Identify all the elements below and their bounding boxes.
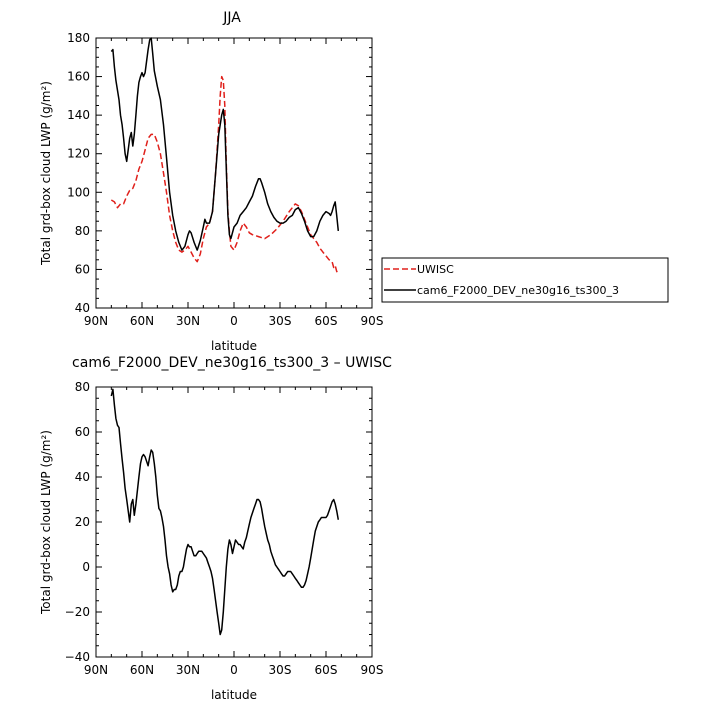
x-tick-label: 30S xyxy=(269,314,292,328)
y-tick-label: 80 xyxy=(75,224,90,238)
x-tick-label: 60S xyxy=(315,314,338,328)
top-series xyxy=(110,37,340,274)
x-tick-label: 30N xyxy=(176,663,200,677)
bottom-series xyxy=(110,388,340,636)
x-tick-label: 90S xyxy=(361,663,384,677)
y-tick-label: 60 xyxy=(75,262,90,276)
panel-bottom: cam6_F2000_DEV_ne30g16_ts300_3 – UWISC −… xyxy=(39,355,392,702)
bottom-y-axis-label: Total grd-box cloud LWP (g/m²) xyxy=(39,430,53,615)
legend-label-uwisc: UWISC xyxy=(417,263,454,276)
top-x-axis-label: latitude xyxy=(211,339,257,353)
x-tick-label: 60S xyxy=(315,663,338,677)
top-title: JJA xyxy=(222,10,241,26)
y-tick-label: 120 xyxy=(67,147,90,161)
y-tick-label: 0 xyxy=(82,560,90,574)
x-tick-label: 90N xyxy=(84,314,108,328)
x-tick-label: 60N xyxy=(130,663,154,677)
bottom-y-tick-labels: −40 −20 0 20 40 60 80 xyxy=(65,380,90,664)
top-ticks xyxy=(95,37,373,309)
x-tick-label: 0 xyxy=(230,314,238,328)
bottom-ticks xyxy=(95,386,373,658)
bottom-plot-frame xyxy=(95,386,373,658)
y-tick-label: 180 xyxy=(67,31,90,45)
y-tick-label: 40 xyxy=(75,301,90,315)
legend-box xyxy=(381,257,669,303)
series-line-uwisc xyxy=(110,75,339,274)
panel-top: JJA 40 60 80 100 120 140 160 180 90N 60N 30N 0 30S 6… xyxy=(39,10,669,353)
top-plot-frame xyxy=(95,37,373,309)
top-y-tick-labels: 40 60 80 100 120 140 160 180 xyxy=(67,31,90,315)
x-tick-label: 90N xyxy=(84,663,108,677)
top-y-axis-label: Total grd-box cloud LWP (g/m²) xyxy=(39,81,53,266)
y-tick-label: 140 xyxy=(67,108,90,122)
y-tick-label: 160 xyxy=(67,70,90,84)
y-tick-label: 40 xyxy=(75,470,90,484)
x-tick-label: 0 xyxy=(230,663,238,677)
bottom-x-axis-label: latitude xyxy=(211,688,257,702)
y-tick-label: 20 xyxy=(75,515,90,529)
x-tick-label: 90S xyxy=(361,314,384,328)
legend: UWISC cam6_F2000_DEV_ne30g16_ts300_3 xyxy=(381,257,669,303)
bottom-title: cam6_F2000_DEV_ne30g16_ts300_3 – UWISC xyxy=(72,355,392,371)
series-line-cam6 xyxy=(110,37,340,251)
y-tick-label: −40 xyxy=(65,650,90,664)
y-tick-label: 80 xyxy=(75,380,90,394)
legend-label-cam6: cam6_F2000_DEV_ne30g16_ts300_3 xyxy=(417,284,619,297)
x-tick-label: 60N xyxy=(130,314,154,328)
x-tick-label: 30N xyxy=(176,314,200,328)
top-x-tick-labels: 90N 60N 30N 0 30S 60S 90S xyxy=(84,314,384,328)
y-tick-label: 60 xyxy=(75,425,90,439)
series-line-difference xyxy=(110,388,340,636)
y-tick-label: −20 xyxy=(65,605,90,619)
x-tick-label: 30S xyxy=(269,663,292,677)
bottom-x-tick-labels: 90N 60N 30N 0 30S 60S 90S xyxy=(84,663,384,677)
y-tick-label: 100 xyxy=(67,185,90,199)
